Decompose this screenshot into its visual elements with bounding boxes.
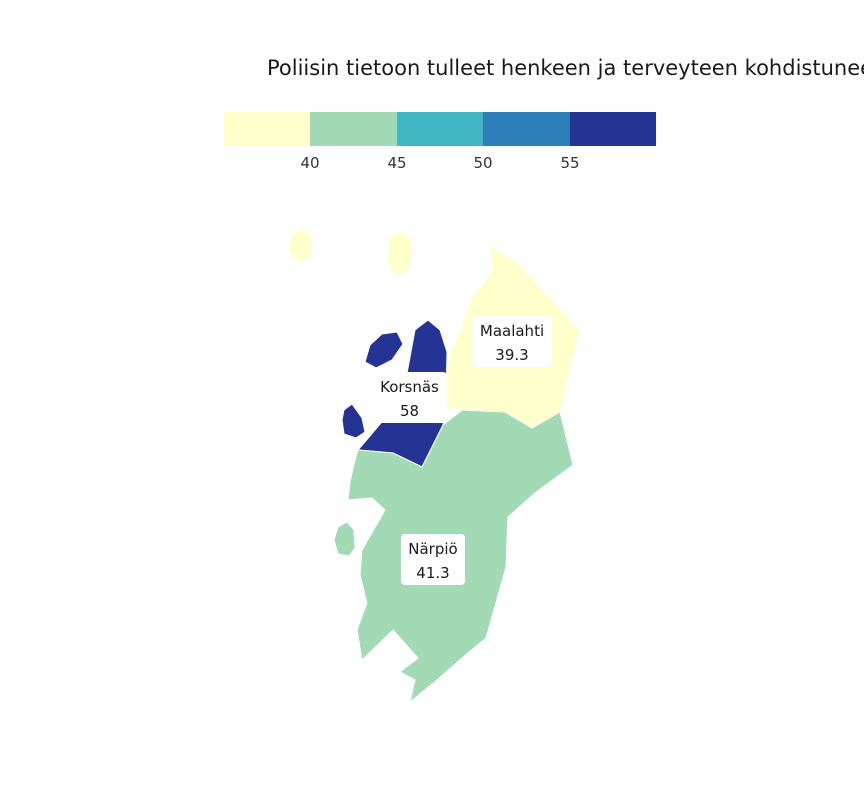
legend-tick-55: 55	[560, 154, 580, 172]
color-legend: 40 45 50 55	[224, 112, 657, 172]
label-korsnas-name: Korsnäs	[380, 378, 439, 396]
legend-tick-40: 40	[300, 154, 320, 172]
label-narpio-name: Närpiö	[408, 540, 457, 558]
label-maalahti: Maalahti 39.3	[472, 316, 552, 367]
korsnas-island-south	[341, 403, 366, 439]
legend-swatch-5	[569, 112, 657, 146]
legend-tick-50: 50	[473, 154, 493, 172]
label-maalahti-value: 39.3	[495, 346, 528, 364]
maalahti-island-west	[287, 228, 314, 263]
legend-swatch-1	[224, 112, 311, 146]
legend-swatch-2	[310, 112, 397, 146]
label-korsnas: Korsnäs 58	[372, 372, 447, 423]
label-korsnas-value: 58	[400, 402, 419, 420]
narpio-island	[333, 521, 356, 557]
label-narpio: Närpiö 41.3	[401, 534, 465, 585]
legend-swatch-3	[396, 112, 484, 146]
korsnas-island-north	[364, 331, 404, 369]
label-narpio-value: 41.3	[416, 564, 449, 582]
legend-tick-45: 45	[387, 154, 407, 172]
legend-bar	[224, 112, 657, 146]
label-maalahti-name: Maalahti	[480, 322, 544, 340]
map-title: Poliisin tietoon tulleet henkeen ja terv…	[267, 56, 864, 80]
maalahti-island-east	[387, 230, 414, 277]
legend-swatch-4	[483, 112, 570, 146]
